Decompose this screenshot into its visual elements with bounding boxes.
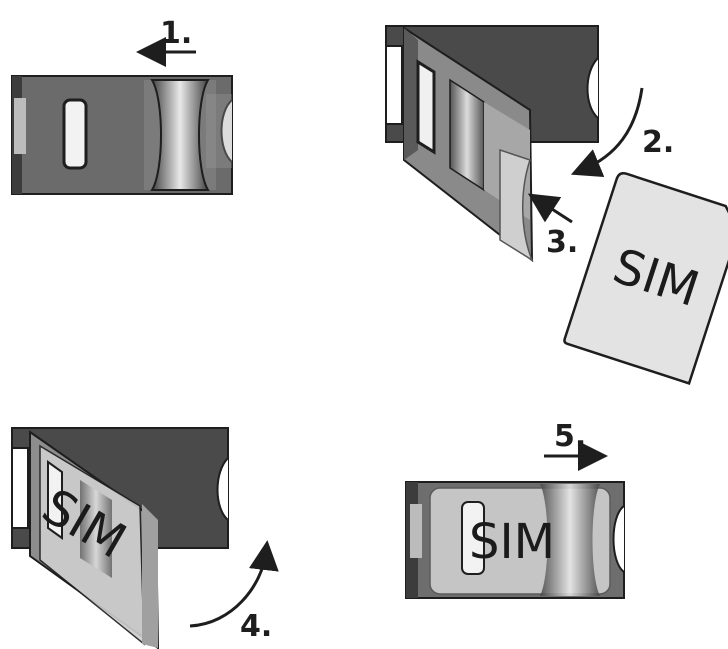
step-5-label: 5. [554,419,586,454]
step-4-arrow [189,540,279,628]
step-3-label: 3. [546,225,578,260]
step-2-arrow [570,87,644,178]
panel-5-closed-with-sim: SIM [405,481,625,599]
panel-2-open-holder [385,25,599,263]
sim-in-holder-label-5: SIM [469,514,555,570]
panel-4-sim-in-flap: SIM [11,427,229,649]
sim-card: SIM [563,172,728,385]
step-1-label: 1. [160,16,192,51]
step-2-label: 2. [642,125,674,160]
step-3-arrow [527,193,573,224]
panel-1-closed-holder [11,75,233,195]
step-4-label: 4. [240,609,272,644]
